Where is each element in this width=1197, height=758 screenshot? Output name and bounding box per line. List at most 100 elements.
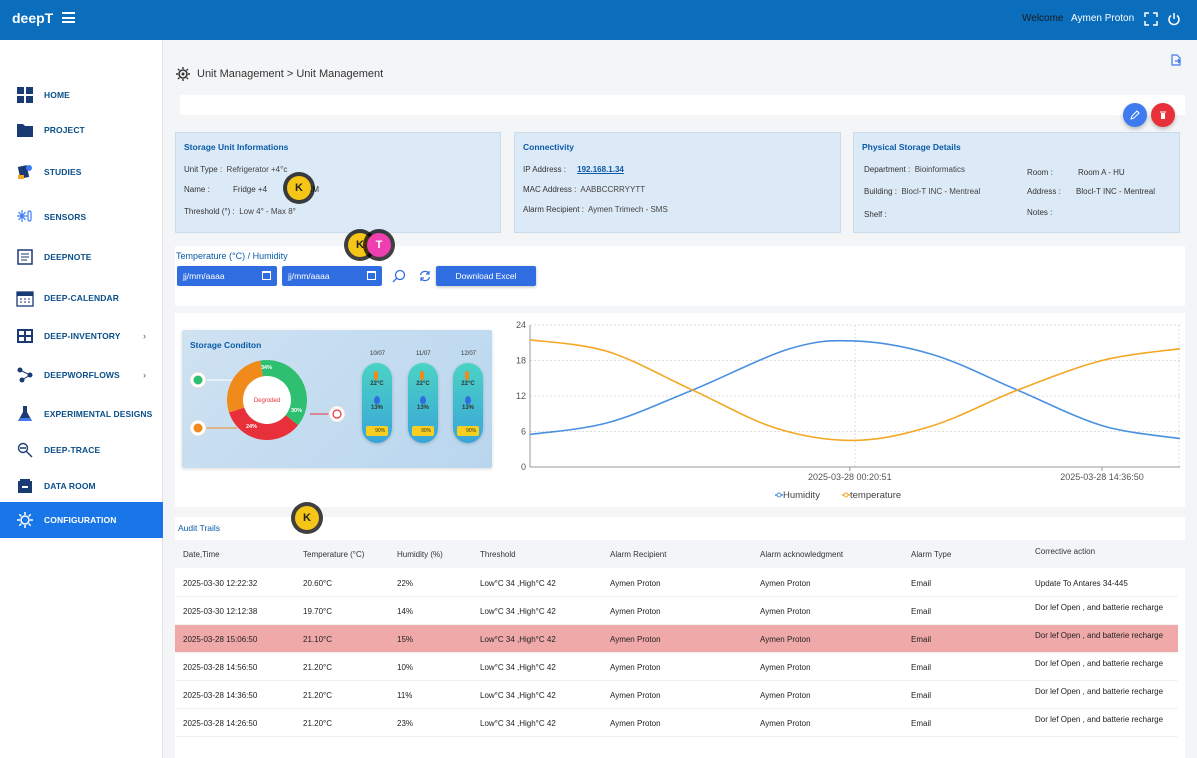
- room-value: Room A - HU: [1078, 168, 1125, 177]
- table-cell: Dor lef Open , and batterie recharge: [1035, 603, 1164, 612]
- capsule-humidity: 13%: [461, 405, 474, 411]
- table-cell: Aymen Proton: [760, 635, 811, 644]
- day-capsule[interactable]: 22°C 13% ⚡90%: [408, 363, 438, 443]
- legend-label[interactable]: Humidity: [783, 490, 820, 501]
- x-tick-label: 2025-03-28 14:36:50: [1060, 472, 1144, 482]
- chevron-right-icon[interactable]: ›: [143, 331, 146, 341]
- unit-type-value: Refrigerator +4°c: [226, 165, 288, 174]
- sidebar-item-deep-trace[interactable]: DEEP-TRACE: [0, 437, 163, 463]
- sidebar-item-deepnote[interactable]: DEEPNOTE: [0, 244, 163, 270]
- capsule-humidity: 13%: [370, 405, 383, 411]
- sidebar-item-label: DEEP-TRACE: [44, 445, 101, 455]
- alarm-recipient-row: Alarm Recipient : Aymen Trimech - SMS: [523, 205, 668, 214]
- sidebar-item-deep-calendar[interactable]: DEEP-CALENDAR: [0, 285, 163, 311]
- export-icon[interactable]: [1170, 54, 1182, 66]
- unit-type-label: Unit Type :: [184, 165, 223, 174]
- sidebar-item-studies[interactable]: STUDIES: [0, 159, 163, 185]
- threshold-row: Threshold (°) : Low 4° - Max 8°: [184, 207, 296, 216]
- capsule-temperature: 22°C: [461, 381, 475, 387]
- ip-link[interactable]: 192.168.1.34: [577, 165, 624, 174]
- sidebar-item-label: DEEPNOTE: [44, 252, 92, 262]
- sidebar-item-data-room[interactable]: DATA ROOM: [0, 473, 163, 499]
- legend-marker: [843, 492, 849, 498]
- user-avatar-k[interactable]: K: [295, 506, 319, 530]
- table-row[interactable]: 2025-03-28 14:56:50 21.20°C 10% Low°C 34 ,H…: [175, 653, 1178, 681]
- y-tick-label: 6: [521, 427, 526, 437]
- column-header[interactable]: Alarm acknowledgment: [760, 550, 844, 559]
- alert-status-icon: [328, 405, 346, 423]
- capsule-humidity: 13%: [416, 405, 429, 411]
- sidebar-item-experimental-designs[interactable]: EXPERIMENTAL DESIGNS: [0, 401, 163, 427]
- sidebar-item-deepworflows[interactable]: DEEPWORFLOWS ›: [0, 362, 163, 388]
- day-capsule[interactable]: 22°C 13% ⚡90%: [453, 363, 483, 443]
- table-row[interactable]: 2025-03-28 14:36:50 21.20°C 11% Low°C 34 ,H…: [175, 681, 1178, 709]
- sidebar-item-project[interactable]: PROJECT: [0, 117, 163, 143]
- trash-icon: [1160, 111, 1166, 119]
- sidebar-item-configuration[interactable]: CONFIGURATION: [0, 502, 163, 538]
- edit-button[interactable]: [1123, 103, 1147, 127]
- sidebar-item-sensors[interactable]: SENSORS: [0, 204, 163, 230]
- y-tick-label: 18: [516, 356, 526, 366]
- table-cell: Low°C 34 ,High°C 42: [480, 663, 556, 672]
- legend-label[interactable]: temperature: [850, 490, 901, 501]
- table-row[interactable]: 2025-03-30 12:12:38 19.70°C 14% Low°C 34 ,H…: [175, 597, 1178, 625]
- sidebar-item-deep-inventory[interactable]: DEEP-INVENTORY ›: [0, 323, 163, 349]
- sidebar-item-label: DEEP-CALENDAR: [44, 293, 119, 303]
- thermometer-icon: [465, 371, 469, 380]
- user-avatar-k[interactable]: K: [287, 176, 311, 200]
- top-bar: deepT Welcome Aymen Proton: [0, 0, 1197, 40]
- donut-center-label: Degroded: [254, 398, 280, 404]
- capsule-date: 12/07: [461, 351, 477, 357]
- column-header[interactable]: Threshold: [480, 550, 516, 559]
- table-row[interactable]: 2025-03-28 15:06:50 21.10°C 15% Low°C 34 ,H…: [175, 625, 1178, 653]
- column-header[interactable]: Temperature (°C): [303, 550, 365, 559]
- user-avatar-t[interactable]: T: [367, 233, 391, 257]
- column-header[interactable]: Alarm Type: [911, 550, 952, 559]
- refresh-icon[interactable]: [418, 269, 432, 283]
- table-cell: Low°C 34 ,High°C 42: [480, 691, 556, 700]
- hamburger-menu-icon[interactable]: [62, 12, 75, 23]
- table-cell: Update To Antares 34-445: [1035, 579, 1128, 588]
- panel-title: Storage Unit Informations: [184, 142, 289, 152]
- day-capsule[interactable]: 22°C 13% ⚡90%: [362, 363, 392, 443]
- table-row[interactable]: 2025-03-28 14:26:50 21.20°C 23% Low°C 34 ,H…: [175, 709, 1178, 737]
- unit-type-row: Unit Type : Refrigerator +4°c: [184, 165, 287, 174]
- table-cell: 11%: [397, 691, 413, 700]
- column-header[interactable]: Corrective action: [1035, 547, 1096, 556]
- trace-icon: [15, 440, 35, 460]
- download-excel-button[interactable]: Download Excel: [436, 266, 536, 286]
- username[interactable]: Aymen Proton: [1071, 13, 1135, 24]
- column-header[interactable]: Date,Time: [183, 550, 220, 559]
- config-gear-icon: [15, 510, 35, 530]
- date-from-input[interactable]: jj/mm/aaaa: [177, 266, 277, 286]
- folder-icon: [15, 120, 35, 140]
- power-icon[interactable]: [1167, 12, 1181, 26]
- name-suffix: KM: [307, 185, 319, 194]
- table-cell: Aymen Proton: [610, 579, 661, 588]
- storage-unit-panel: Storage Unit Informations Unit Type : Re…: [175, 132, 501, 233]
- table-row[interactable]: 2025-03-30 12:22:32 20.60°C 22% Low°C 34 ,H…: [175, 569, 1178, 597]
- date-to-input[interactable]: jj/mm/aaaa: [282, 266, 382, 286]
- table-cell: Dor lef Open , and batterie recharge: [1035, 659, 1164, 668]
- threshold-value: Low 4° - Max 8°: [239, 207, 296, 216]
- fullscreen-icon[interactable]: [1144, 12, 1158, 26]
- table-cell: Aymen Proton: [610, 635, 661, 644]
- column-header[interactable]: Alarm Recipient: [610, 550, 667, 559]
- table-cell: Email: [911, 607, 932, 616]
- alert-status-ring: [332, 409, 342, 419]
- date-to-value: jj/mm/aaaa: [288, 271, 330, 281]
- mac-row: MAC Address : AABBCCRRYYTT: [523, 185, 645, 194]
- sidebar-item-label: EXPERIMENTAL DESIGNS: [44, 409, 153, 419]
- mac-label: MAC Address :: [523, 185, 577, 194]
- table-cell: 14%: [397, 607, 414, 616]
- sidebar-item-home[interactable]: HOME: [0, 82, 163, 108]
- delete-button[interactable]: [1151, 103, 1175, 127]
- table-cell: Low°C 34 ,High°C 42: [480, 607, 556, 616]
- search-icon[interactable]: [391, 268, 407, 284]
- table-cell: 21.10°C: [303, 635, 332, 644]
- chart-section: Storage Conditon Degroded 34% 30% 24%: [175, 313, 1185, 507]
- column-header[interactable]: Humidity (%): [397, 550, 443, 559]
- chevron-right-icon[interactable]: ›: [143, 370, 146, 380]
- battery-badge: ⚡90%: [457, 426, 479, 436]
- app-logo[interactable]: deepT: [12, 10, 54, 26]
